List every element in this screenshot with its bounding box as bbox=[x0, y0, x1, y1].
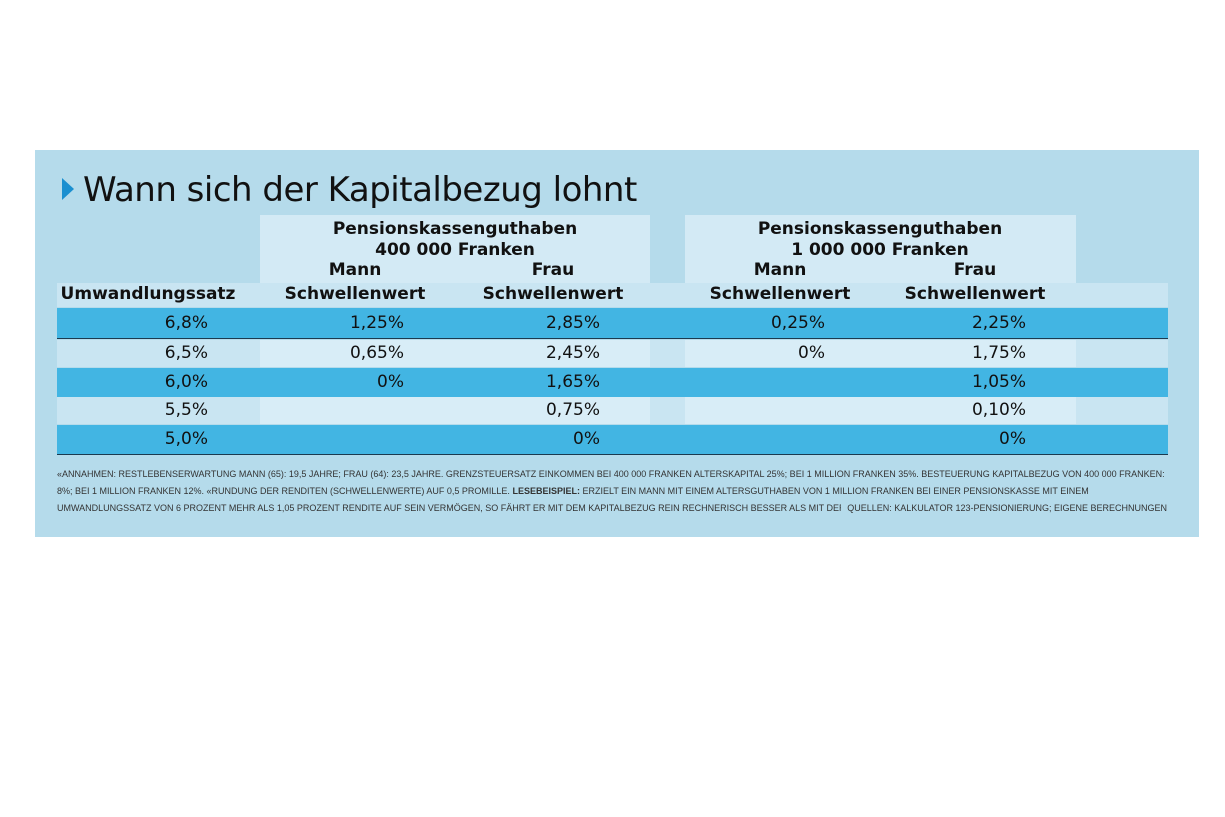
column-header: Schwellenwert bbox=[709, 284, 851, 304]
row: 5,0% 0% 0% bbox=[57, 425, 1168, 455]
cell: 0,75% bbox=[545, 400, 600, 420]
cell: 5,5% bbox=[164, 400, 208, 420]
group-header: 1 000 000 Franken bbox=[791, 240, 969, 260]
cell: 1,05% bbox=[971, 372, 1026, 392]
cell: 1,25% bbox=[349, 312, 404, 333]
column-shade bbox=[685, 340, 1076, 367]
column-shade bbox=[260, 340, 650, 367]
footnote: «ANNAHMEN: RESTLEBENSERWARTUNG MANN (65)… bbox=[57, 466, 1167, 517]
cell: 0% bbox=[798, 343, 825, 363]
cell: 2,45% bbox=[545, 343, 600, 363]
header-band bbox=[57, 283, 1168, 307]
cell: 0% bbox=[573, 429, 600, 449]
column-header: Frau bbox=[531, 260, 575, 280]
column-shade bbox=[685, 397, 1076, 424]
cell: 0% bbox=[999, 429, 1026, 449]
cell: 0,10% bbox=[971, 400, 1026, 420]
row: 6,8% 1,25% 2,85% 0,25% 2,25% bbox=[57, 308, 1168, 339]
cell: 1,75% bbox=[971, 343, 1026, 363]
cell: 2,85% bbox=[545, 312, 600, 333]
column-header: Schwellenwert bbox=[482, 284, 624, 304]
column-header: Schwellenwert bbox=[284, 284, 426, 304]
group-header: Pensionskassenguthaben bbox=[332, 219, 578, 239]
row: 6,5% 0,65% 2,45% 0% 1,75% bbox=[57, 340, 1168, 367]
cell: 0% bbox=[377, 372, 404, 392]
title-marker bbox=[62, 178, 74, 200]
reading-label: LESEBEISPIEL: bbox=[512, 486, 580, 496]
cell: 6,5% bbox=[164, 343, 208, 363]
cell: 6,8% bbox=[164, 312, 208, 333]
column-header: Frau bbox=[953, 260, 997, 280]
cell: 0,25% bbox=[770, 312, 825, 333]
sources: QUELLEN: KALKULATOR 123-PENSIONIERUNG; E… bbox=[841, 500, 1167, 517]
column-header: Schwellenwert bbox=[904, 284, 1046, 304]
reading-text: ERZIELT EIN MANN MIT EINEM ALTERSGUTHABE… bbox=[57, 486, 1089, 513]
group-header: 400 000 Franken bbox=[375, 240, 535, 260]
panel: Wann sich der Kapitalbezug lohnt Pension… bbox=[35, 150, 1199, 537]
column-shade bbox=[260, 397, 650, 424]
row: 6,0% 0% 1,65% 1,05% bbox=[57, 368, 1168, 398]
row: 5,5% 0,75% 0,10% bbox=[57, 397, 1168, 424]
cell: 0,65% bbox=[349, 343, 404, 363]
cell: 6,0% bbox=[164, 372, 208, 392]
assumptions: «ANNAHMEN: RESTLEBENSERWARTUNG MANN (65)… bbox=[57, 469, 1165, 496]
cell: 2,25% bbox=[971, 312, 1026, 333]
cell: 1,65% bbox=[545, 372, 600, 392]
group-header: Pensionskassenguthaben bbox=[757, 219, 1003, 239]
cell: 5,0% bbox=[164, 429, 208, 449]
column-header: Mann bbox=[753, 260, 807, 280]
column-header: Umwandlungssatz bbox=[60, 284, 236, 304]
title: Wann sich der Kapitalbezug lohnt bbox=[83, 170, 637, 210]
column-header: Mann bbox=[328, 260, 382, 280]
